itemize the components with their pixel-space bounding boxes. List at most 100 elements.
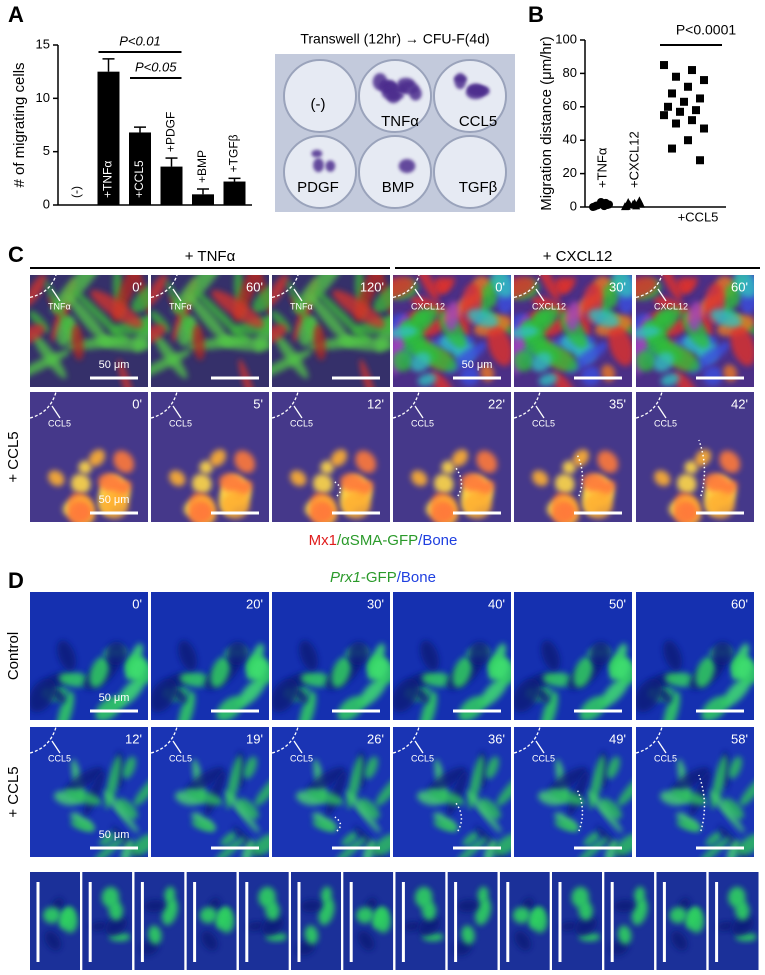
micrograph: 35' CCL5 bbox=[514, 392, 632, 522]
category-label: +CXCL12 bbox=[626, 131, 641, 188]
cell bbox=[577, 309, 591, 338]
cell bbox=[99, 831, 117, 847]
cell bbox=[682, 505, 697, 521]
source-label: CCL5 bbox=[290, 753, 313, 763]
micrograph: 22' CCL5 bbox=[393, 392, 511, 522]
cell bbox=[549, 788, 586, 806]
y-tick-label: 60 bbox=[563, 98, 577, 113]
cell bbox=[365, 898, 377, 910]
time-label: 22' bbox=[488, 396, 505, 411]
micrograph bbox=[447, 872, 498, 970]
cell bbox=[428, 788, 465, 806]
stain-legend-part: /Bone bbox=[397, 569, 436, 586]
micrograph: 5' CCL5 bbox=[151, 392, 269, 522]
stain-legend-part: Prx1 bbox=[330, 569, 361, 586]
cell bbox=[433, 473, 454, 494]
cell bbox=[48, 470, 65, 487]
cell bbox=[247, 921, 264, 931]
cell bbox=[404, 921, 421, 931]
cell bbox=[105, 916, 128, 936]
colony bbox=[399, 81, 419, 95]
y-tick-label: 0 bbox=[43, 196, 50, 211]
cell bbox=[274, 333, 309, 379]
cell bbox=[65, 788, 102, 806]
micrograph: 19' CCL5 bbox=[151, 727, 269, 857]
time-label: 30' bbox=[609, 279, 626, 294]
well bbox=[358, 135, 432, 209]
micrograph: 12' 50 μm CCL5 bbox=[30, 727, 148, 857]
cell bbox=[636, 678, 662, 713]
micrograph: 40' bbox=[393, 592, 511, 720]
category-label: +TGFβ bbox=[227, 134, 241, 172]
cell bbox=[684, 460, 698, 475]
source-label: CCL5 bbox=[169, 753, 192, 763]
data-point bbox=[590, 202, 599, 211]
colony bbox=[386, 91, 401, 104]
cell bbox=[199, 460, 213, 475]
cell bbox=[312, 473, 333, 494]
cell bbox=[726, 839, 740, 857]
cell bbox=[131, 833, 148, 856]
cell bbox=[410, 296, 450, 317]
cell bbox=[483, 839, 497, 857]
cell bbox=[115, 798, 138, 820]
source-outline bbox=[272, 392, 299, 419]
cell bbox=[496, 774, 511, 807]
well bbox=[433, 135, 507, 209]
cell bbox=[371, 658, 389, 680]
source-label: CXCL12 bbox=[532, 301, 566, 311]
y-axis-label: # of migrating cells bbox=[11, 62, 28, 187]
cell bbox=[492, 658, 510, 680]
source-outline bbox=[636, 727, 663, 754]
data-point bbox=[688, 66, 696, 75]
cell bbox=[312, 820, 336, 832]
cell bbox=[719, 450, 741, 474]
stain-legend-part: /Bone bbox=[418, 532, 457, 549]
cell bbox=[298, 691, 317, 720]
cell bbox=[522, 898, 534, 910]
y-axis-label: Migration distance (μm/hr) bbox=[538, 36, 555, 211]
cell bbox=[730, 325, 754, 366]
cell bbox=[599, 798, 622, 820]
source-outline bbox=[514, 275, 541, 299]
cell bbox=[721, 798, 744, 820]
cell bbox=[357, 798, 380, 820]
cell bbox=[537, 275, 560, 301]
cell bbox=[722, 676, 752, 708]
micrograph bbox=[499, 872, 550, 970]
cell bbox=[417, 373, 437, 387]
cell bbox=[413, 341, 457, 372]
cell bbox=[430, 371, 455, 387]
cell bbox=[30, 275, 47, 307]
cell bbox=[673, 371, 698, 387]
cell bbox=[698, 836, 731, 857]
cell bbox=[133, 774, 148, 807]
cell bbox=[320, 460, 334, 475]
cell bbox=[236, 798, 259, 820]
micrograph bbox=[291, 872, 341, 970]
cell bbox=[250, 658, 268, 680]
cell bbox=[583, 831, 601, 847]
cell bbox=[653, 296, 693, 317]
source-outline bbox=[30, 392, 57, 419]
cell bbox=[613, 658, 631, 680]
micrograph: 120' TNFα bbox=[272, 275, 390, 387]
cell bbox=[318, 898, 335, 926]
cell bbox=[728, 886, 746, 908]
cell bbox=[201, 930, 218, 951]
migration-track bbox=[698, 439, 706, 497]
time-label: 58' bbox=[731, 731, 748, 746]
condition-label: + TNFα bbox=[185, 248, 236, 265]
source-outline bbox=[636, 275, 663, 299]
cell bbox=[676, 473, 697, 494]
cell bbox=[362, 839, 376, 857]
micrograph bbox=[552, 872, 602, 970]
panel-label: B bbox=[528, 2, 544, 27]
stain-legend: Prx1-GFP/Bone bbox=[330, 569, 436, 586]
colony bbox=[313, 158, 324, 173]
cell bbox=[694, 449, 712, 467]
data-point bbox=[668, 144, 676, 153]
cell bbox=[416, 275, 439, 301]
cell bbox=[290, 470, 307, 487]
cell bbox=[393, 678, 419, 713]
